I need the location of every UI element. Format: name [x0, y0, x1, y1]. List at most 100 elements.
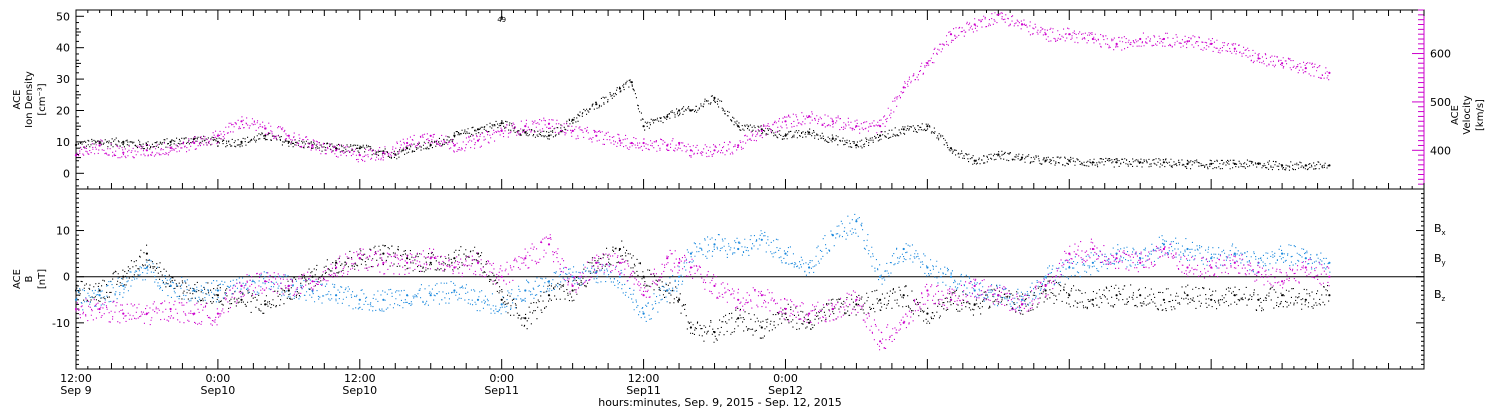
ion-density-point [760, 128, 763, 131]
bz-point [524, 257, 527, 260]
bz-point [311, 280, 314, 283]
velocity-point [595, 134, 598, 137]
density-ylabel-line3: [cm⁻³] [37, 83, 48, 115]
ion-density-point [476, 128, 480, 131]
bx-scatter [76, 240, 1330, 343]
bz-point [193, 312, 196, 315]
bz-point [1281, 280, 1284, 283]
bz-point [1304, 266, 1307, 269]
velocity-point [642, 141, 645, 145]
b-tick-label: -10 [52, 317, 70, 330]
x-tick-date: Sep11 [484, 384, 519, 397]
ion-density-point [678, 109, 681, 112]
by-point [713, 243, 716, 246]
x-tick-time: 0:00 [206, 372, 231, 385]
velocity-point [949, 33, 953, 36]
ion-density-point [595, 103, 598, 106]
bz-point [98, 307, 101, 311]
velocity-tick-label: 500 [1430, 96, 1451, 109]
bz-scatter [75, 234, 1330, 351]
velocity-point [713, 149, 716, 152]
bx-point [571, 289, 574, 292]
bx-point [808, 321, 811, 324]
bz-point [642, 294, 645, 297]
series-bx [74, 240, 1331, 343]
bx-point [122, 275, 125, 278]
bx-point [287, 289, 290, 292]
ion-density-point [122, 140, 125, 143]
ion-density-point [926, 125, 929, 128]
ion-density-point [1020, 156, 1024, 159]
velocity-point [193, 141, 196, 145]
density-tick-label: 40 [56, 42, 70, 55]
bx-point [689, 326, 693, 329]
velocity-point [122, 151, 125, 154]
bx-point [1304, 298, 1307, 301]
bx-point [1115, 294, 1118, 297]
velocity-point [98, 144, 101, 147]
plot-frames [75, 9, 1425, 370]
bz-point [216, 312, 219, 315]
velocity-point [997, 13, 1000, 16]
density-tick-label: 50 [56, 10, 70, 23]
legend-bz: Bz [1434, 288, 1446, 303]
by-point [524, 289, 527, 292]
ion-density-point [1162, 161, 1165, 164]
by-point [1328, 261, 1331, 264]
bz-point [808, 312, 811, 315]
bz-point [831, 307, 834, 311]
bz-point [429, 257, 432, 260]
by-point [169, 284, 172, 287]
x-tick-time: 0:00 [773, 372, 798, 385]
x-tick-time: 12:00 [628, 372, 660, 385]
velocity-point [1304, 67, 1307, 70]
ion-density-point [264, 134, 267, 137]
velocity-point [973, 23, 976, 26]
ion-density-point [831, 137, 834, 140]
b-tick-label: 0 [63, 271, 70, 284]
bx-point [760, 326, 763, 329]
bx-point [98, 289, 101, 292]
bx-point [678, 298, 681, 301]
bz-point [74, 307, 78, 311]
ion-density-point [1068, 159, 1071, 162]
bz-point [666, 257, 669, 260]
bz-point [382, 261, 385, 264]
bz-point [547, 243, 551, 246]
by-point [879, 275, 882, 278]
x-tick-date: Sep10 [201, 384, 236, 397]
bx-point [311, 275, 314, 278]
ion-density-point [713, 96, 716, 99]
by-point [1210, 257, 1213, 260]
density-tick-label: 30 [56, 73, 70, 86]
velocity-point [1328, 71, 1331, 74]
ion-density-point [1233, 162, 1236, 165]
by-point [1162, 243, 1165, 246]
bz-point [1139, 261, 1142, 264]
by-point [358, 298, 361, 301]
velocity-point [524, 125, 527, 128]
by-point [902, 247, 905, 251]
bx-point [1186, 294, 1189, 297]
bx-point [1328, 294, 1331, 297]
ion-density-point [902, 128, 905, 131]
b-tick-label: 10 [56, 225, 70, 238]
bz-point [678, 261, 681, 264]
x-tick-time: 0:00 [489, 372, 514, 385]
bx-point [500, 298, 503, 301]
bz-point [1068, 252, 1071, 255]
bx-point [902, 294, 905, 297]
velocity-point [216, 134, 219, 137]
by-point [1233, 252, 1236, 255]
by-point [618, 275, 622, 278]
ion-density-point [784, 134, 787, 137]
bx-point [145, 252, 148, 255]
bz-point [713, 284, 716, 287]
ion-density-series [74, 79, 1331, 171]
series-bz [74, 234, 1331, 351]
by-point [1186, 247, 1189, 251]
by-point [784, 252, 787, 255]
ion-density-point [358, 147, 361, 150]
ion-density-point [973, 159, 976, 162]
